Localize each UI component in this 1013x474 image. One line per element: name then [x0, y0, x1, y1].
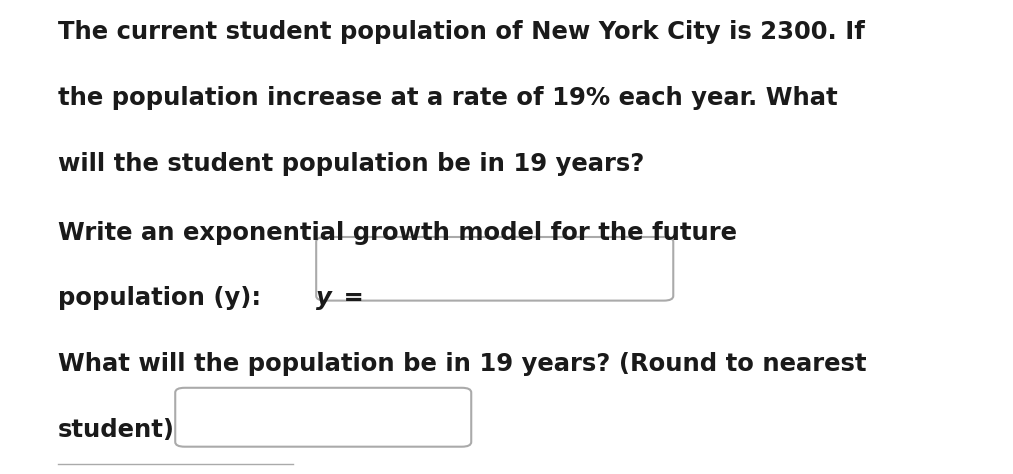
Text: Write an exponential growth model for the future: Write an exponential growth model for th… — [58, 220, 736, 245]
Text: =: = — [335, 286, 364, 310]
Text: will the student population be in 19 years?: will the student population be in 19 yea… — [58, 152, 644, 176]
Text: y: y — [316, 286, 332, 310]
Text: the population increase at a rate of 19% each year. What: the population increase at a rate of 19%… — [58, 86, 838, 110]
FancyBboxPatch shape — [316, 237, 674, 301]
Text: student): student) — [58, 419, 175, 442]
Text: What will the population be in 19 years? (Round to nearest: What will the population be in 19 years?… — [58, 353, 866, 376]
Text: population (y):: population (y): — [58, 286, 269, 310]
FancyBboxPatch shape — [175, 388, 471, 447]
Text: The current student population of New York City is 2300. If: The current student population of New Yo… — [58, 20, 865, 44]
